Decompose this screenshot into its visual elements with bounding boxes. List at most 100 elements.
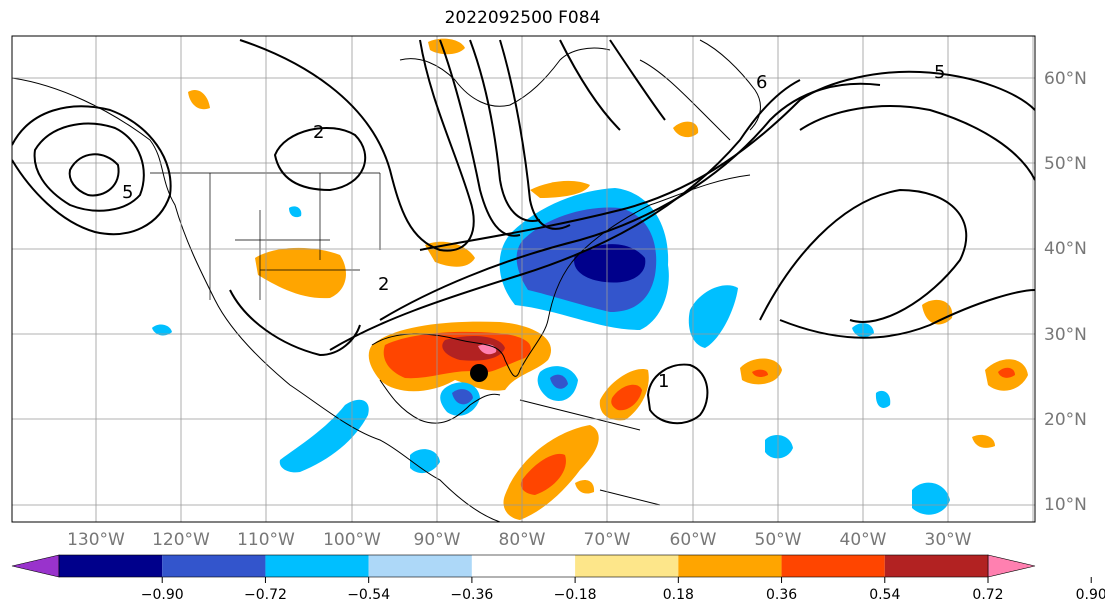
colorbar-tick-label: 0.90	[1076, 587, 1105, 603]
caribbean-islands-outline	[519, 399, 661, 506]
positive-anomaly-small-1	[188, 89, 210, 110]
contour-east-atlantic-2	[799, 105, 1035, 181]
colorbar-segment	[781, 555, 885, 577]
positive-anomaly-east-atlantic-core	[998, 367, 1015, 378]
colorbar-tick-label: 0.36	[766, 587, 797, 603]
negative-anomaly-atlantic-max	[574, 244, 646, 283]
colorbar-segment	[575, 555, 679, 577]
colorbar-segment	[884, 555, 988, 577]
colorbar: −0.90 −0.72 −0.54 −0.36 −0.18 0.18 0.36 0.54 0.7…	[11, 554, 1105, 603]
longitude-labels: 130°W 120°W 110°W 100°W 90°W 80°W 70°W 6…	[67, 530, 972, 550]
lat-label-50n: 50°N	[1044, 154, 1087, 174]
contour-east-atlantic-1	[759, 188, 968, 323]
positive-anomaly-plains	[255, 247, 346, 299]
positive-anomaly-labrador	[530, 180, 590, 198]
contour-ridge-west	[229, 289, 361, 357]
colorbar-tick-label: −0.18	[554, 587, 597, 603]
negative-anomaly-east-pacific	[765, 435, 793, 459]
lon-label-90w: 90°W	[414, 530, 461, 550]
negative-anomaly-cuba-core	[550, 374, 568, 389]
colorbar-tick-label: 0.72	[972, 587, 1003, 603]
contour-label: 1	[658, 371, 669, 392]
gulf-coast-outline	[379, 379, 501, 424]
positive-anomaly-east-caribbean-core	[611, 384, 642, 411]
colorbar-tick-label: 0.54	[869, 587, 900, 603]
positive-anomaly-greenland	[673, 121, 699, 138]
greenland-outline	[699, 39, 761, 131]
colorbar-segment	[265, 555, 369, 577]
us-border-outline	[150, 172, 381, 300]
contour-label: 5	[934, 62, 945, 83]
map-frame	[11, 35, 1036, 523]
colorbar-tick-label: −0.36	[450, 587, 493, 603]
colorbar-segment	[59, 555, 163, 577]
lon-label-80w: 80°W	[499, 530, 546, 550]
contour-label: 2	[313, 122, 324, 143]
colorbar-tick-label: −0.72	[244, 587, 287, 603]
contour-label-layer: 2 5 5 6 1 2	[122, 62, 945, 392]
colorbar-tick-label: −0.54	[347, 587, 390, 603]
contour-label: 2	[378, 274, 389, 295]
lon-label-40w: 40°W	[840, 530, 887, 550]
colorbar-segment	[368, 555, 472, 577]
coastline-layer	[12, 39, 761, 522]
lon-label-70w: 70°W	[584, 530, 631, 550]
contour-pacific-low-core	[68, 153, 120, 197]
contour-jet-3	[329, 79, 801, 351]
storm-center-marker	[470, 364, 488, 382]
contour-jet-1	[419, 70, 1035, 251]
contour-trough-4	[499, 39, 571, 230]
lon-label-110w: 110°W	[237, 530, 295, 550]
positive-anomaly-caribbean-core	[520, 453, 566, 495]
negative-anomaly-idaho	[289, 206, 302, 218]
lat-label-20n: 20°N	[1044, 410, 1087, 430]
lon-label-100w: 100°W	[323, 530, 381, 550]
negative-anomaly-mexico	[279, 399, 369, 473]
lon-label-130w: 130°W	[67, 530, 125, 550]
lat-label-30n: 30°N	[1044, 325, 1087, 345]
lon-label-30w: 30°W	[925, 530, 972, 550]
map-panel: 2 5 5 6 1 2	[11, 35, 1036, 523]
colorbar-segment	[162, 555, 266, 577]
colorbar-low-extension	[11, 554, 60, 578]
colorbar-segment	[678, 555, 782, 577]
colorbar-high-extension	[987, 554, 1036, 578]
positive-anomaly-small-3	[575, 480, 595, 494]
negative-anomaly-far-east	[912, 482, 950, 515]
negative-anomaly-west-coast	[152, 324, 172, 336]
lon-label-50w: 50°W	[755, 530, 802, 550]
contour-label: 5	[122, 182, 133, 203]
contour-trough-2	[439, 39, 521, 237]
lat-label-40n: 40°N	[1044, 239, 1087, 259]
contour-east-atlantic-3	[779, 289, 1035, 339]
negative-anomaly-central-america	[410, 449, 440, 474]
colorbar-frame	[58, 554, 989, 578]
lon-label-60w: 60°W	[670, 530, 717, 550]
colorbar-segment	[471, 555, 576, 577]
colorbar-tick-label: 0.18	[663, 587, 694, 603]
latitude-labels: 60°N 50°N 40°N 30°N 20°N 10°N	[1044, 69, 1087, 515]
contour-label: 6	[756, 72, 767, 93]
contour-trough-1	[239, 39, 475, 252]
negative-anomaly-yucatan-core	[452, 389, 473, 405]
lat-label-10n: 10°N	[1044, 495, 1087, 515]
positive-anomaly-gulf-max	[442, 336, 505, 361]
lon-label-120w: 120°W	[152, 530, 210, 550]
north-america-coastline	[12, 77, 751, 522]
contour-pacific-low-outer	[12, 105, 172, 236]
negative-anomaly-atlantic-small-2	[875, 390, 891, 408]
negative-anomaly-central-atlantic	[688, 285, 738, 348]
graticule	[12, 36, 1035, 522]
positive-anomaly-great-lakes	[425, 241, 475, 267]
contour-layer	[12, 39, 1035, 425]
plot-title: 2022092500 F084	[444, 8, 601, 28]
contour-plains-low	[273, 127, 367, 192]
contour-jet-2	[379, 82, 881, 321]
positive-anomaly-small-2	[972, 434, 995, 448]
contour-northeast-1	[559, 39, 621, 131]
colorbar-tick-label: −0.90	[141, 587, 184, 603]
lat-label-60n: 60°N	[1044, 69, 1087, 89]
contour-pacific-low-inner	[33, 122, 145, 212]
contour-northeast-2	[609, 39, 666, 121]
